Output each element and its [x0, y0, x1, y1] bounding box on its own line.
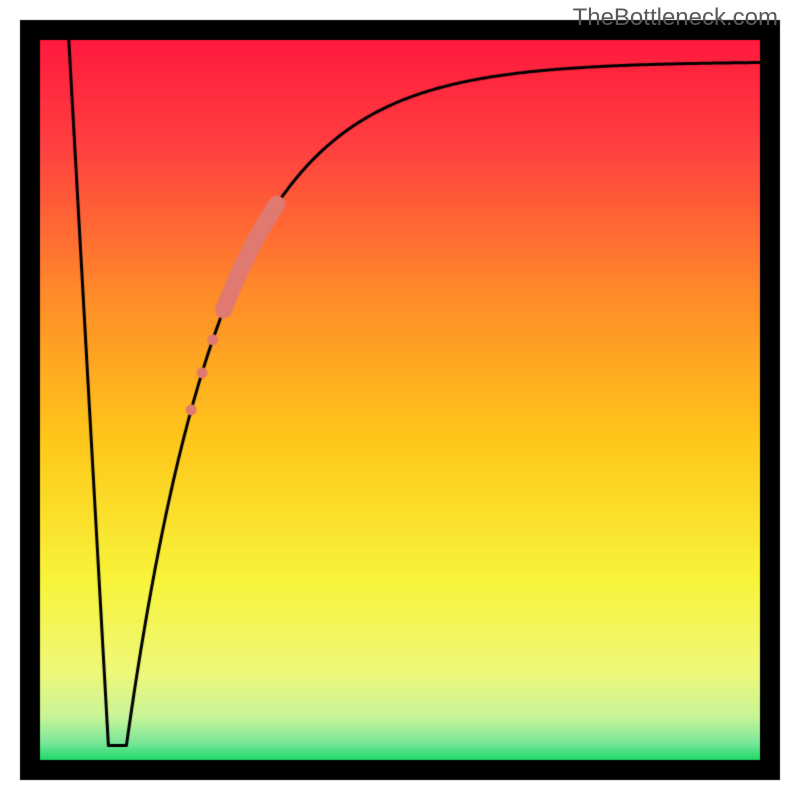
bottleneck-chart-canvas — [0, 0, 800, 800]
watermark-text: TheBottleneck.com — [573, 4, 778, 32]
chart-container: { "canvas": { "width": 800, "height": 80… — [0, 0, 800, 800]
